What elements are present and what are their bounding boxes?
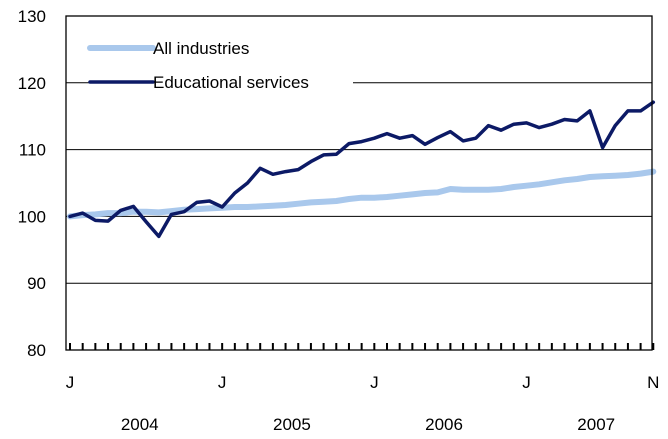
series-line-all-industries	[67, 168, 657, 220]
y-tick-label-120: 120	[18, 74, 46, 93]
x-tick-label: N	[647, 373, 659, 392]
x-tick-label: J	[522, 373, 531, 392]
axes: 80 90 100 110 120 130 J J J J N 2004 2005 2006 2007	[18, 7, 660, 434]
legend-text-bg	[151, 68, 353, 92]
x-tick-label: J	[66, 373, 75, 392]
plot-frame	[65, 15, 653, 351]
legend: All industries Educational services	[87, 34, 353, 92]
year-label-2005: 2005	[273, 415, 311, 434]
series-lines	[67, 100, 657, 239]
y-tick-label-90: 90	[27, 274, 46, 293]
legend-label-educational-services: Educational services	[153, 73, 309, 92]
year-label-2007: 2007	[577, 415, 615, 434]
legend-label-all-industries: All industries	[153, 39, 249, 58]
year-label-2006: 2006	[425, 415, 463, 434]
y-tick-label-130: 130	[18, 7, 46, 26]
y-tick-label-100: 100	[18, 207, 46, 226]
legend-text-bg	[151, 34, 279, 58]
y-tick-label-80: 80	[27, 341, 46, 360]
x-tick-label: J	[218, 373, 227, 392]
y-tick-label-110: 110	[19, 141, 46, 160]
x-tick-label: J	[370, 373, 379, 392]
series-line-educational-services	[68, 100, 656, 239]
year-label-2004: 2004	[121, 415, 159, 434]
